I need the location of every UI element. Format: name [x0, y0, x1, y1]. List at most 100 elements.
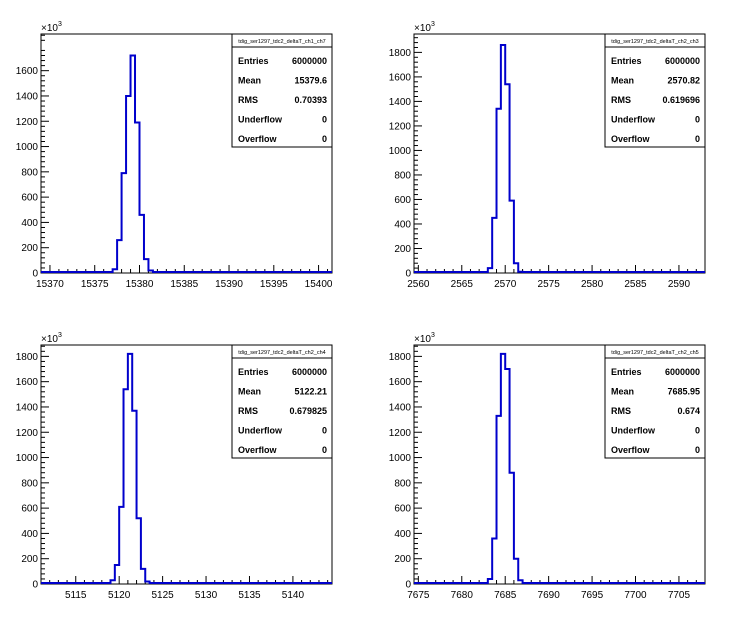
histogram-title: tdig_ser1297_tdc2_deltaT_ch1_ch7 — [238, 39, 325, 45]
y-tick-label: 0 — [405, 269, 411, 280]
histogram-panel: 0 200 400 600 800 1000 1200 1400 1600 1800×103 767… — [389, 332, 706, 601]
exponent-base: ×10 — [414, 23, 431, 34]
y-tick-label: 0 — [32, 269, 38, 280]
y-tick-label: 1000 — [16, 453, 39, 464]
stats-value: 6000000 — [665, 56, 700, 66]
stats-value: 15379.6 — [294, 76, 327, 86]
stats-label: Entries — [238, 367, 269, 377]
x-tick-label: 2585 — [624, 279, 647, 290]
histogram-line — [414, 44, 705, 273]
y-tick-label: 1000 — [389, 146, 412, 157]
x-tick-label: 7705 — [668, 590, 691, 601]
y-tick-label: 1600 — [389, 72, 412, 83]
stats-box-frame — [604, 344, 706, 459]
y-tick-label: 200 — [21, 554, 38, 565]
stats-box: tdig_ser1297_tdc2_deltaT_ch1_ch7 Entries 6… — [231, 33, 333, 148]
y-axis-exponent: ×103 — [414, 21, 435, 34]
y-tick-label: 1400 — [16, 91, 39, 102]
stats-value: 6000000 — [292, 56, 327, 66]
y-tick-label: 1800 — [389, 48, 412, 59]
stats-label: RMS — [611, 95, 631, 105]
stats-box: tdig_ser1297_tdc2_deltaT_ch2_ch3 Entries 6… — [604, 33, 706, 148]
stats-label: Overflow — [238, 445, 278, 455]
histogram-line — [41, 54, 332, 273]
exponent-power: 3 — [58, 21, 62, 28]
y-tick-label: 800 — [21, 167, 38, 178]
histogram-title: tdig_ser1297_tdc2_deltaT_ch2_ch5 — [611, 350, 698, 356]
exponent-power: 3 — [58, 332, 62, 339]
stats-label: Underflow — [611, 426, 656, 436]
stats-box-frame — [231, 344, 333, 459]
x-tick-label: 7690 — [538, 590, 561, 601]
stats-value: 0 — [695, 115, 700, 125]
exponent-base: ×10 — [41, 334, 58, 345]
histogram-panel: 0 200 400 600 800 1000 1200 1400 1600 1800×103 511… — [16, 332, 333, 601]
stats-label: RMS — [238, 406, 258, 416]
histogram-title: tdig_ser1297_tdc2_deltaT_ch2_ch3 — [611, 39, 698, 45]
stats-value: 0.674 — [677, 406, 700, 416]
histogram-panel: 0 200 400 600 800 1000 1200 1400 1600 ×103 15370 15… — [16, 21, 333, 290]
stats-label: RMS — [238, 95, 258, 105]
y-tick-label: 1000 — [389, 453, 412, 464]
y-tick-label: 800 — [394, 170, 411, 181]
stats-value: 0.70393 — [294, 95, 327, 105]
y-tick-label: 600 — [21, 193, 38, 204]
y-tick-label: 0 — [405, 580, 411, 591]
stats-label: Underflow — [238, 426, 283, 436]
histogram-line — [414, 352, 705, 584]
y-tick-label: 1200 — [16, 117, 39, 128]
stats-label: Mean — [611, 76, 634, 86]
histogram-title: tdig_ser1297_tdc2_deltaT_ch2_ch4 — [238, 350, 325, 356]
y-tick-label: 1600 — [16, 66, 39, 77]
x-tick-label: 2580 — [581, 279, 604, 290]
y-axis-exponent: ×103 — [41, 21, 62, 34]
stats-value: 0 — [695, 426, 700, 436]
y-tick-label: 0 — [32, 580, 38, 591]
x-tick-label: 2575 — [538, 279, 561, 290]
exponent-power: 3 — [431, 332, 435, 339]
y-axis-exponent: ×103 — [414, 332, 435, 345]
stats-value: 6000000 — [292, 367, 327, 377]
stats-value: 0.619696 — [662, 95, 700, 105]
y-tick-label: 400 — [394, 219, 411, 230]
y-axis-exponent: ×103 — [41, 332, 62, 345]
y-tick-label: 1200 — [16, 428, 39, 439]
stats-value: 0 — [695, 445, 700, 455]
stats-box: tdig_ser1297_tdc2_deltaT_ch2_ch4 Entries 6… — [231, 344, 333, 459]
y-tick-label: 600 — [21, 504, 38, 515]
stats-value: 0 — [695, 134, 700, 144]
exponent-base: ×10 — [41, 23, 58, 34]
histogram-panel: 0 200 400 600 800 1000 1200 1400 1600 1800 ×103 256… — [389, 21, 706, 290]
x-tick-label: 7700 — [624, 590, 647, 601]
x-tick-label: 15400 — [305, 279, 333, 290]
x-tick-label: 5120 — [108, 590, 131, 601]
x-tick-label: 5135 — [238, 590, 261, 601]
stats-label: Overflow — [238, 134, 278, 144]
stats-value: 0 — [322, 115, 327, 125]
stats-label: Overflow — [611, 134, 651, 144]
stats-label: Entries — [611, 367, 642, 377]
histogram-line — [41, 352, 332, 584]
stats-label: Entries — [238, 56, 269, 66]
y-tick-label: 1200 — [389, 121, 412, 132]
x-tick-label: 15390 — [215, 279, 243, 290]
stats-label: Underflow — [611, 115, 656, 125]
y-tick-label: 200 — [394, 554, 411, 565]
stats-label: Overflow — [611, 445, 651, 455]
y-tick-label: 1800 — [389, 352, 412, 363]
y-tick-label: 400 — [21, 218, 38, 229]
stats-value: 2570.82 — [667, 76, 700, 86]
x-tick-label: 5115 — [65, 590, 87, 601]
stats-label: Mean — [238, 76, 261, 86]
exponent-power: 3 — [431, 21, 435, 28]
y-tick-label: 600 — [394, 195, 411, 206]
y-tick-label: 600 — [394, 504, 411, 515]
x-tick-label: 15375 — [81, 279, 109, 290]
x-tick-label: 15395 — [260, 279, 288, 290]
stats-value: 0 — [322, 445, 327, 455]
stats-box: tdig_ser1297_tdc2_deltaT_ch2_ch5 Entries 6… — [604, 344, 706, 459]
x-tick-label: 7695 — [581, 590, 604, 601]
stats-value: 6000000 — [665, 367, 700, 377]
y-tick-label: 1600 — [16, 377, 39, 388]
